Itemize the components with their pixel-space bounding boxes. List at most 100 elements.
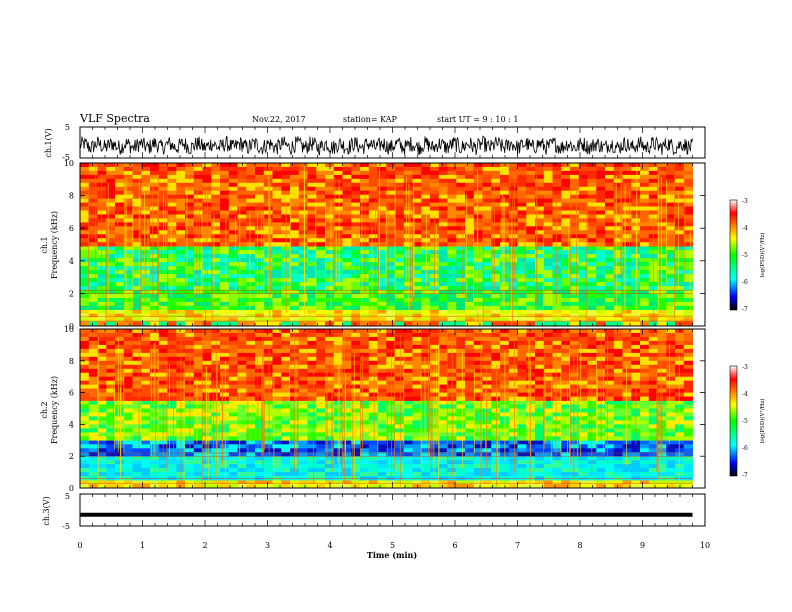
spectro-cell <box>325 214 335 219</box>
spectro-cell <box>666 190 676 195</box>
spectro-cell <box>176 301 186 307</box>
spectro-cell <box>666 262 676 267</box>
spectro-cell <box>447 167 457 172</box>
spectro-cell <box>97 344 107 350</box>
spectro-cell <box>465 206 475 211</box>
spectro-cell <box>578 163 588 168</box>
spectro-cell <box>220 352 230 358</box>
spectro-cell <box>220 336 230 342</box>
spectro-cell <box>613 404 623 409</box>
spectro-cell <box>421 472 431 477</box>
spectro-cell <box>193 321 203 327</box>
spectro-cell <box>473 456 483 461</box>
figure-title: VLF Spectra <box>79 112 150 125</box>
spectro-cell <box>456 444 466 449</box>
spectro-cell <box>193 329 203 334</box>
spectro-cell <box>281 416 291 421</box>
spectro-cell <box>193 372 203 377</box>
spectro-cell <box>640 226 650 231</box>
spectro-cell <box>631 210 641 215</box>
spectro-cell <box>106 416 116 421</box>
spectro-cell <box>570 210 580 215</box>
spectro-cell <box>158 305 168 310</box>
spectro-cell <box>185 167 195 172</box>
spectro-cell <box>228 444 238 449</box>
spectro-cell <box>132 266 142 271</box>
spectro-cell <box>88 190 98 195</box>
spectro-cell <box>675 170 685 176</box>
spectro-cell <box>106 230 116 235</box>
spectro-cell <box>167 242 177 247</box>
spectro-cell <box>298 472 308 477</box>
spectro-cell <box>255 238 265 243</box>
spectro-cell <box>526 250 536 255</box>
spectro-cell <box>228 182 238 188</box>
spectro-cell <box>325 266 335 271</box>
spectro-cell <box>132 428 142 433</box>
spectro-cell <box>430 460 440 465</box>
spectro-cell <box>395 313 405 318</box>
spectro-cell <box>377 440 387 445</box>
spectro-cell <box>237 301 247 307</box>
spectro-cell <box>237 182 247 188</box>
spectro-cell <box>491 226 501 231</box>
spectro-cell <box>202 484 212 489</box>
spectro-cell <box>473 258 483 263</box>
spectro-cell <box>211 190 221 195</box>
spectro-cell <box>421 194 431 199</box>
spectro-cell <box>552 222 562 227</box>
spectro-cell <box>587 262 597 267</box>
spectro-cell <box>360 468 370 473</box>
spectro-cell <box>421 234 431 239</box>
spectro-cell <box>150 167 160 172</box>
spectro-cell <box>167 305 177 310</box>
spectro-cell <box>325 282 335 287</box>
spectro-cell <box>587 274 597 279</box>
spectro-cell <box>508 282 518 287</box>
spectro-cell <box>115 301 125 307</box>
spectro-cell <box>508 182 518 188</box>
spectro-cell <box>412 210 422 215</box>
spectro-cell <box>158 309 168 314</box>
spectro-cell <box>150 242 160 247</box>
spectro-cell <box>97 274 107 279</box>
spectro-cell <box>561 186 571 192</box>
spectro-cell <box>465 484 475 489</box>
spectro-cell <box>237 368 247 374</box>
spectro-cell <box>150 210 160 215</box>
spectro-cell <box>386 202 396 207</box>
spectro-cell <box>193 416 203 421</box>
spectro-cell <box>640 317 650 322</box>
spectro-cell <box>263 333 273 338</box>
spectro-cell <box>508 246 518 251</box>
spectro-cell <box>281 420 291 425</box>
spectro-cell <box>596 321 606 327</box>
spectro-cell <box>290 266 300 271</box>
spectro-cell <box>97 408 107 413</box>
spectro-cell <box>123 202 133 207</box>
spectro-cell <box>132 274 142 279</box>
spectro-cell <box>377 226 387 231</box>
spectro-cell <box>123 380 133 385</box>
spectro-cell <box>176 230 186 235</box>
spectro-cell <box>185 202 195 207</box>
spectro-cell <box>456 404 466 409</box>
spectro-cell <box>683 472 693 477</box>
spectro-cell <box>526 190 536 195</box>
ch1-ytick-bottom: -5 <box>62 153 70 162</box>
spectro-cell <box>185 206 195 211</box>
spectro-cell <box>132 230 142 235</box>
spectro-cell <box>272 178 282 184</box>
spectro-cell <box>167 178 177 184</box>
spectro-cell <box>97 348 107 354</box>
spectro-cell <box>202 250 212 255</box>
spectro-cell <box>132 480 142 485</box>
spectro-cell <box>123 238 133 243</box>
spectro-cell <box>631 163 641 168</box>
spectro-cell <box>377 428 387 433</box>
spectro-cell <box>158 317 168 322</box>
spectro-cell <box>115 258 125 263</box>
spectro-cell <box>552 182 562 188</box>
spectro-cell <box>570 186 580 192</box>
spectro-cell <box>150 294 160 299</box>
